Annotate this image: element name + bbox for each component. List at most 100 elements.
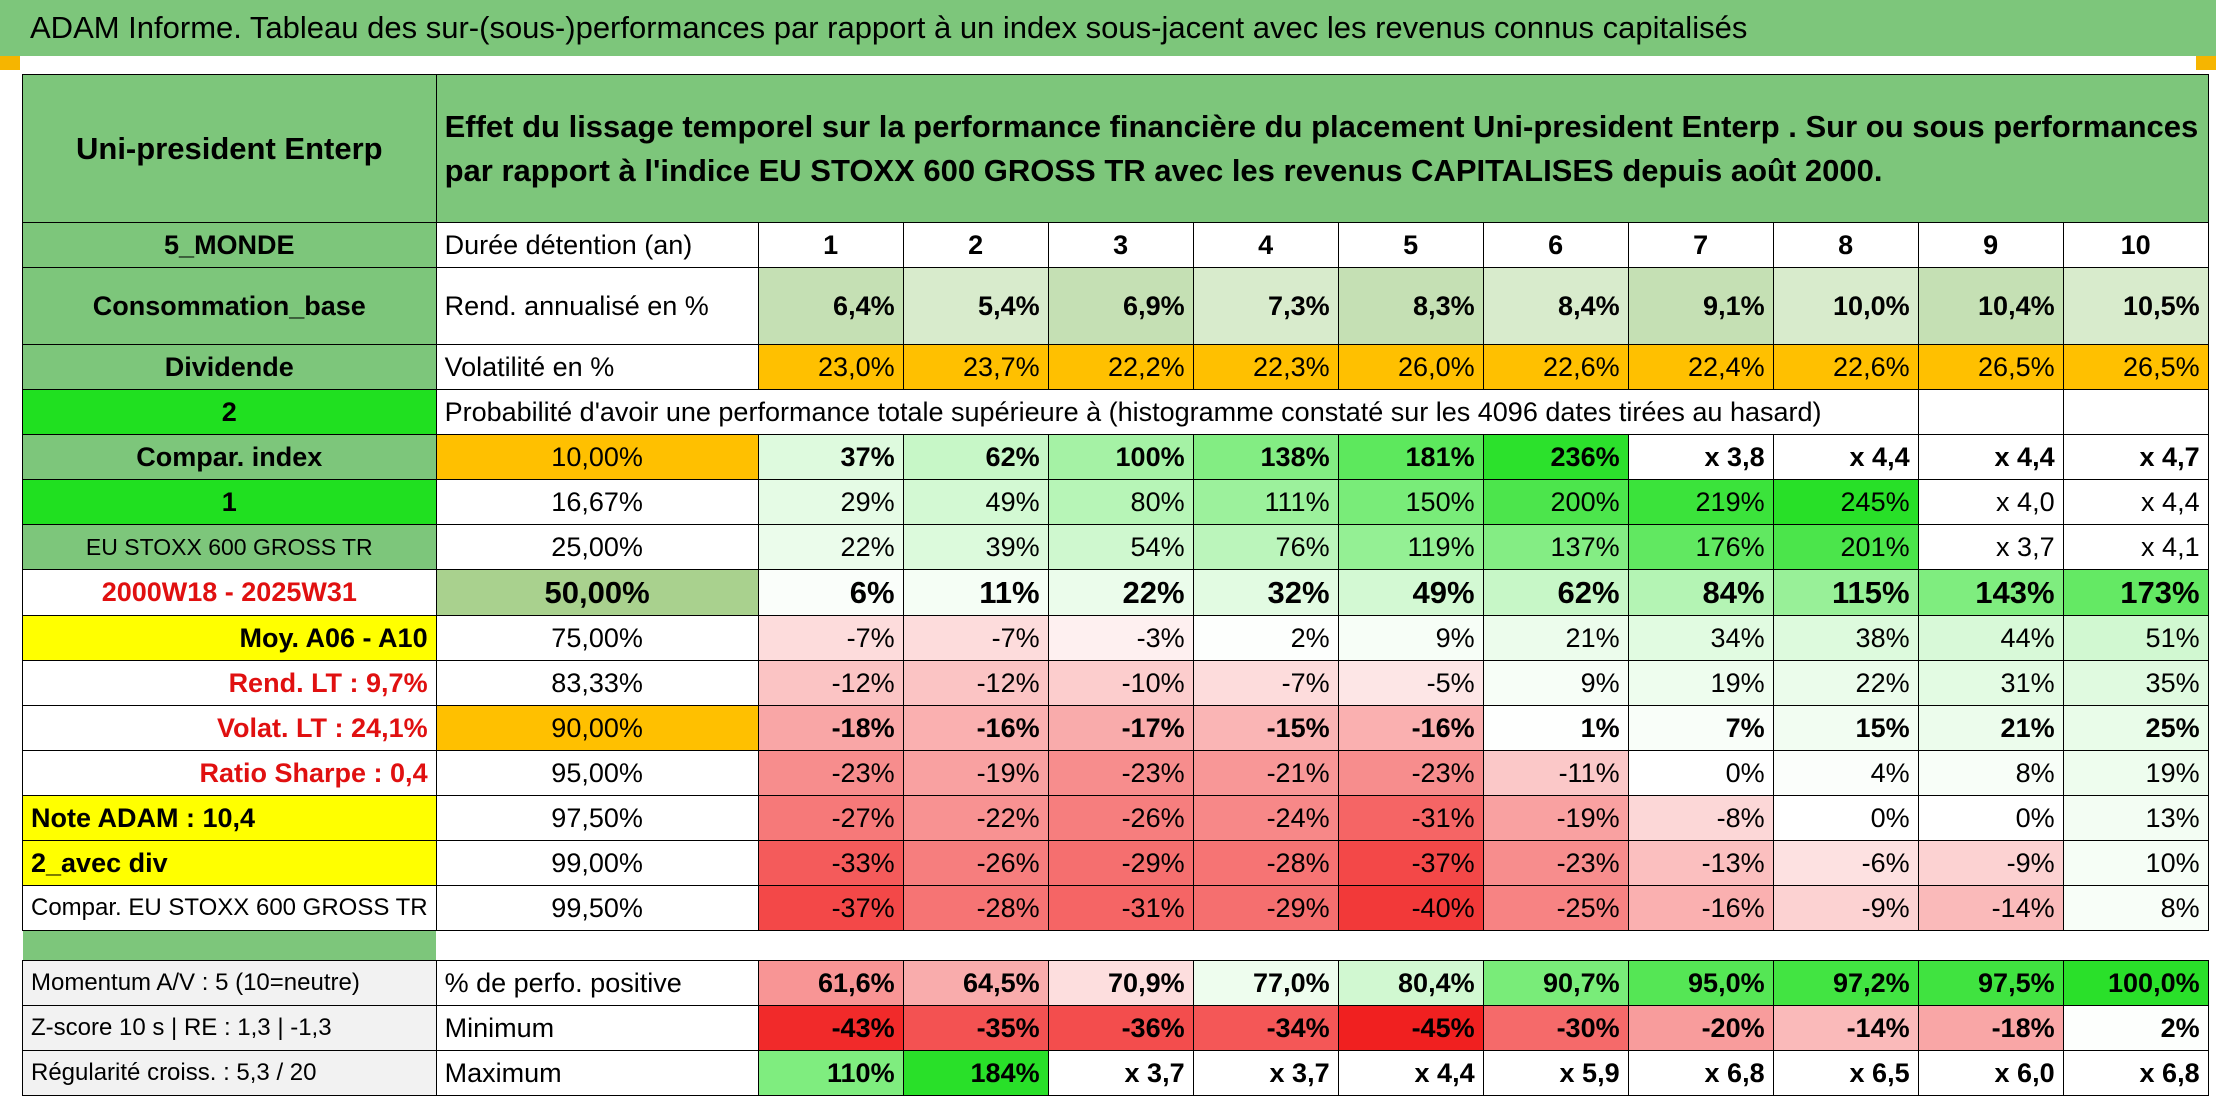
table-row: 2000W18 - 2025W31 50,00% 6% 11% 22% 32% 49% 62%… xyxy=(22,569,2209,616)
sector-label: Consommation_base xyxy=(22,267,437,345)
summary-row: Régularité croiss. : 5,3 / 20 Maximum 110%… xyxy=(22,1050,2209,1096)
performance-value: 51% xyxy=(2062,615,2209,661)
year-header: 6 xyxy=(1482,222,1629,268)
performance-value: -26% xyxy=(902,840,1049,886)
year-header: 8 xyxy=(1772,222,1919,268)
table-row: EU STOXX 600 GROSS TR 25,00% 22% 39% 54% 76% 1… xyxy=(22,524,2209,570)
yield-value: 8,4% xyxy=(1482,267,1629,345)
performance-value: 245% xyxy=(1772,479,1919,525)
dividend-label: Dividende xyxy=(22,344,437,390)
performance-value: 176% xyxy=(1627,524,1774,570)
summary-value: 2% xyxy=(2062,1005,2209,1051)
performance-value: 13% xyxy=(2062,795,2209,841)
performance-value: -16% xyxy=(902,705,1049,751)
performance-value: -37% xyxy=(757,885,904,931)
performance-value: -6% xyxy=(1772,840,1919,886)
summary-value: 97,5% xyxy=(1917,960,2064,1006)
row-label: Compar. EU STOXX 600 GROSS TR xyxy=(22,885,437,931)
performance-value: 6% xyxy=(757,569,904,616)
performance-value: -12% xyxy=(757,660,904,706)
performance-value: 100% xyxy=(1047,434,1194,480)
performance-value: -37% xyxy=(1337,840,1484,886)
performance-value: -10% xyxy=(1047,660,1194,706)
summary-label: Maximum xyxy=(435,1050,759,1096)
performance-value: 62% xyxy=(902,434,1049,480)
performance-value: -22% xyxy=(902,795,1049,841)
year-header: 10 xyxy=(2062,222,2209,268)
volatility-value: 22,6% xyxy=(1482,344,1629,390)
summary-value: x 6,0 xyxy=(1917,1050,2064,1096)
summary-value: 64,5% xyxy=(902,960,1049,1006)
performance-value: -18% xyxy=(757,705,904,751)
yield-value: 10,0% xyxy=(1772,267,1919,345)
performance-value: 37% xyxy=(757,434,904,480)
percentile-value: 50,00% xyxy=(435,569,759,616)
performance-value: -9% xyxy=(1917,840,2064,886)
performance-value: -24% xyxy=(1192,795,1339,841)
summary-value: -34% xyxy=(1192,1005,1339,1051)
performance-value: 11% xyxy=(902,569,1049,616)
volatility-value: 22,2% xyxy=(1047,344,1194,390)
performance-value: 219% xyxy=(1627,479,1774,525)
row-label: Note ADAM : 10,4 xyxy=(22,795,437,841)
performance-value: -26% xyxy=(1047,795,1194,841)
performance-value: 150% xyxy=(1337,479,1484,525)
volatility-value: 23,7% xyxy=(902,344,1049,390)
performance-value: x 4,1 xyxy=(2062,524,2209,570)
row-label: Moy. A06 - A10 xyxy=(22,615,437,661)
summary-row: Z-score 10 s | RE : 1,3 | -1,3 Minimum -43… xyxy=(22,1005,2209,1051)
summary-value: 95,0% xyxy=(1627,960,1774,1006)
performance-value: -13% xyxy=(1627,840,1774,886)
performance-table: Uni-president Enterp Effet du lissage te… xyxy=(22,74,2209,1096)
performance-value: -7% xyxy=(902,615,1049,661)
performance-value: -23% xyxy=(1047,750,1194,796)
performance-value: 138% xyxy=(1192,434,1339,480)
company-name: Uni-president Enterp xyxy=(22,74,437,223)
performance-value: 21% xyxy=(1482,615,1629,661)
page-title: ADAM Informe. Tableau des sur-(sous-)per… xyxy=(0,0,2216,56)
performance-value: 31% xyxy=(1917,660,2064,706)
row-label: Rend. LT : 9,7% xyxy=(22,660,437,706)
volatility-label: Volatilité en % xyxy=(435,344,759,390)
yield-value: 5,4% xyxy=(902,267,1049,345)
performance-value: 76% xyxy=(1192,524,1339,570)
table-row: Volat. LT : 24,1% 90,00% -18% -16% -17% -15% -… xyxy=(22,705,2209,751)
summary-value: x 6,8 xyxy=(2062,1050,2209,1096)
table-row: Moy. A06 - A10 75,00% -7% -7% -3% 2% 9% 21% 34% 3… xyxy=(22,615,2209,661)
performance-value: 236% xyxy=(1482,434,1629,480)
yield-value: 7,3% xyxy=(1192,267,1339,345)
performance-value: 10% xyxy=(2062,840,2209,886)
percentile-value: 99,50% xyxy=(435,885,759,931)
percentile-value: 99,00% xyxy=(435,840,759,886)
performance-value: x 3,8 xyxy=(1627,434,1774,480)
percentile-value: 75,00% xyxy=(435,615,759,661)
performance-value: 200% xyxy=(1482,479,1629,525)
percentile-value: 10,00% xyxy=(435,434,759,480)
summary-value: 97,2% xyxy=(1772,960,1919,1006)
performance-value: -17% xyxy=(1047,705,1194,751)
performance-value: 115% xyxy=(1772,569,1919,616)
performance-value: x 4,0 xyxy=(1917,479,2064,525)
performance-value: -27% xyxy=(757,795,904,841)
performance-value: 201% xyxy=(1772,524,1919,570)
performance-value: -15% xyxy=(1192,705,1339,751)
performance-value: 22% xyxy=(757,524,904,570)
year-header: 3 xyxy=(1047,222,1194,268)
table-row: Ratio Sharpe : 0,4 95,00% -23% -19% -23% -21%… xyxy=(22,750,2209,796)
summary-value: -30% xyxy=(1482,1005,1629,1051)
summary-value: 90,7% xyxy=(1482,960,1629,1006)
table-row: Rend. LT : 9,7% 83,33% -12% -12% -10% -7% -5% 9… xyxy=(22,660,2209,706)
performance-value: -7% xyxy=(1192,660,1339,706)
performance-value: -12% xyxy=(902,660,1049,706)
performance-value: -31% xyxy=(1047,885,1194,931)
summary-left-label: Momentum A/V : 5 (10=neutre) xyxy=(22,960,437,1006)
summary-value: -43% xyxy=(757,1005,904,1051)
performance-value: 15% xyxy=(1772,705,1919,751)
table-row: 1 16,67% 29% 49% 80% 111% 150% 200% 219% 245% x 4,… xyxy=(22,479,2209,525)
performance-value: 49% xyxy=(1337,569,1484,616)
performance-value: 111% xyxy=(1192,479,1339,525)
summary-value: -20% xyxy=(1627,1005,1774,1051)
table-row: Compar. index 10,00% 37% 62% 100% 138% 181% 236… xyxy=(22,434,2209,480)
performance-value: -23% xyxy=(1482,840,1629,886)
performance-value: 44% xyxy=(1917,615,2064,661)
